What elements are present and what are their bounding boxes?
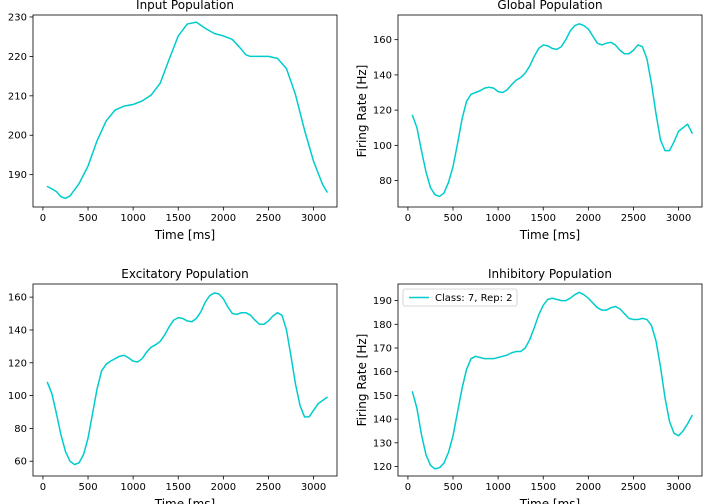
x-tick-label: 2000 bbox=[211, 213, 236, 224]
y-tick-label: 160 bbox=[373, 367, 392, 378]
plot-frame bbox=[32, 283, 338, 477]
y-tick-label: 190 bbox=[373, 296, 392, 307]
x-tick-label: 3000 bbox=[301, 482, 326, 493]
x-tick-label: 500 bbox=[78, 213, 97, 224]
y-tick-label: 170 bbox=[373, 344, 392, 355]
y-tick-label: 140 bbox=[373, 415, 392, 426]
x-tick-label: 2500 bbox=[256, 482, 281, 493]
x-tick-label: 2500 bbox=[621, 482, 646, 493]
x-tick-label: 2500 bbox=[256, 213, 281, 224]
y-axis-label: Firing Rate [Hz] bbox=[355, 65, 369, 158]
series-line bbox=[46, 21, 328, 200]
chart-panel-4: 0 500 1000 1500 2000 2500 3000 120 130 140 150 160 1… bbox=[355, 267, 703, 504]
y-tick-label: 150 bbox=[373, 391, 392, 402]
chart-title: Inhibitory Population bbox=[488, 267, 612, 281]
x-tick-label: 0 bbox=[405, 482, 411, 493]
y-tick-label: 100 bbox=[8, 391, 27, 402]
series-line bbox=[411, 291, 693, 470]
plot-frame bbox=[397, 14, 703, 208]
x-axis-label: Time [ms] bbox=[154, 497, 216, 504]
y-tick-label: 210 bbox=[8, 91, 27, 102]
x-tick-label: 500 bbox=[78, 482, 97, 493]
chart-title: Excitatory Population bbox=[121, 267, 248, 281]
x-tick-label: 1000 bbox=[485, 213, 510, 224]
chart-title: Input Population bbox=[136, 0, 234, 12]
x-tick-label: 1500 bbox=[166, 213, 191, 224]
y-tick-label: 120 bbox=[373, 106, 392, 117]
chart-panel-2: 0 500 1000 1500 2000 2500 3000 80 100 120 140 160 Gl… bbox=[355, 0, 703, 242]
y-tick-label: 180 bbox=[373, 320, 392, 331]
x-tick-label: 2000 bbox=[576, 482, 601, 493]
y-tick-label: 80 bbox=[14, 424, 27, 435]
y-tick-label: 200 bbox=[8, 131, 27, 142]
x-axis-label: Time [ms] bbox=[519, 228, 581, 242]
y-tick-label: 140 bbox=[8, 325, 27, 336]
x-tick-label: 500 bbox=[443, 482, 462, 493]
plot-frame bbox=[397, 283, 703, 477]
x-tick-label: 1500 bbox=[531, 482, 556, 493]
y-tick-label: 220 bbox=[8, 52, 27, 63]
x-tick-label: 3000 bbox=[301, 213, 326, 224]
chart-panel-3: 0 500 1000 1500 2000 2500 3000 60 80 100 120 140 160… bbox=[8, 267, 338, 504]
x-axis-label: Time [ms] bbox=[154, 228, 216, 242]
y-axis-label: Firing Rate [Hz] bbox=[355, 334, 369, 427]
y-tick-label: 100 bbox=[373, 141, 392, 152]
x-tick-label: 1500 bbox=[166, 482, 191, 493]
x-tick-label: 1000 bbox=[485, 482, 510, 493]
y-tick-label: 130 bbox=[373, 438, 392, 449]
x-tick-label: 0 bbox=[40, 482, 46, 493]
chart-panel-1: 0 500 1000 1500 2000 2500 3000 190 200 210 220 230 I… bbox=[8, 0, 338, 242]
x-tick-label: 500 bbox=[443, 213, 462, 224]
x-tick-label: 0 bbox=[405, 213, 411, 224]
legend-box bbox=[402, 288, 518, 307]
x-tick-label: 1000 bbox=[120, 482, 145, 493]
x-tick-label: 1500 bbox=[531, 213, 556, 224]
y-tick-label: 160 bbox=[8, 293, 27, 304]
x-tick-label: 2000 bbox=[211, 482, 236, 493]
x-tick-label: 0 bbox=[40, 213, 46, 224]
x-axis-label: Time [ms] bbox=[519, 497, 581, 504]
y-tick-label: 60 bbox=[14, 457, 27, 468]
series-line bbox=[411, 23, 693, 198]
chart-title: Global Population bbox=[497, 0, 602, 12]
y-tick-label: 120 bbox=[373, 462, 392, 473]
y-tick-label: 230 bbox=[8, 12, 27, 23]
plot-frame bbox=[32, 14, 338, 208]
y-tick-label: 190 bbox=[8, 170, 27, 181]
series-line bbox=[46, 292, 328, 466]
x-tick-label: 1000 bbox=[120, 213, 145, 224]
x-tick-label: 2500 bbox=[621, 213, 646, 224]
legend-label: Class: 7, Rep: 2 bbox=[435, 293, 513, 304]
y-tick-label: 140 bbox=[373, 70, 392, 81]
x-tick-label: 3000 bbox=[666, 213, 691, 224]
y-tick-label: 120 bbox=[8, 358, 27, 369]
legend: Class: 7, Rep: 2 bbox=[402, 288, 518, 307]
x-tick-label: 3000 bbox=[666, 482, 691, 493]
y-tick-label: 80 bbox=[379, 176, 392, 187]
y-tick-label: 160 bbox=[373, 35, 392, 46]
x-tick-label: 2000 bbox=[576, 213, 601, 224]
